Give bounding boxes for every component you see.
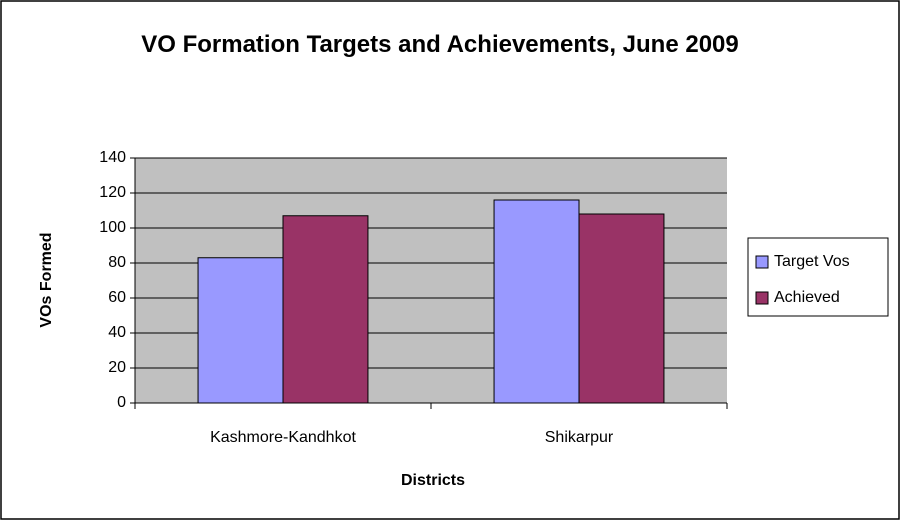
legend-box <box>747 237 889 317</box>
y-tick-label: 40 <box>108 324 126 341</box>
y-tick-label: 60 <box>108 289 126 306</box>
chart-title: VO Formation Targets and Achievements, J… <box>141 31 739 58</box>
x-axis-label: Districts <box>401 472 465 489</box>
y-axis-label: VOs Formed <box>38 232 55 327</box>
bar <box>578 213 665 404</box>
y-tick-label: 140 <box>99 149 126 166</box>
legend-label: Target Vos <box>774 253 850 270</box>
bar <box>493 199 580 404</box>
y-tick-label: 120 <box>99 184 126 201</box>
bar <box>282 215 369 404</box>
bar <box>197 257 284 404</box>
x-tick-label: Shikarpur <box>545 429 614 446</box>
legend-swatch <box>755 255 769 269</box>
legend-swatch <box>755 291 769 305</box>
legend-label: Achieved <box>774 289 840 306</box>
x-tick-label: Kashmore-Kandhkot <box>210 429 356 446</box>
y-tick-label: 0 <box>117 394 126 411</box>
y-tick-label: 80 <box>108 254 126 271</box>
y-tick-label: 20 <box>108 359 126 376</box>
y-tick-label: 100 <box>99 219 126 236</box>
